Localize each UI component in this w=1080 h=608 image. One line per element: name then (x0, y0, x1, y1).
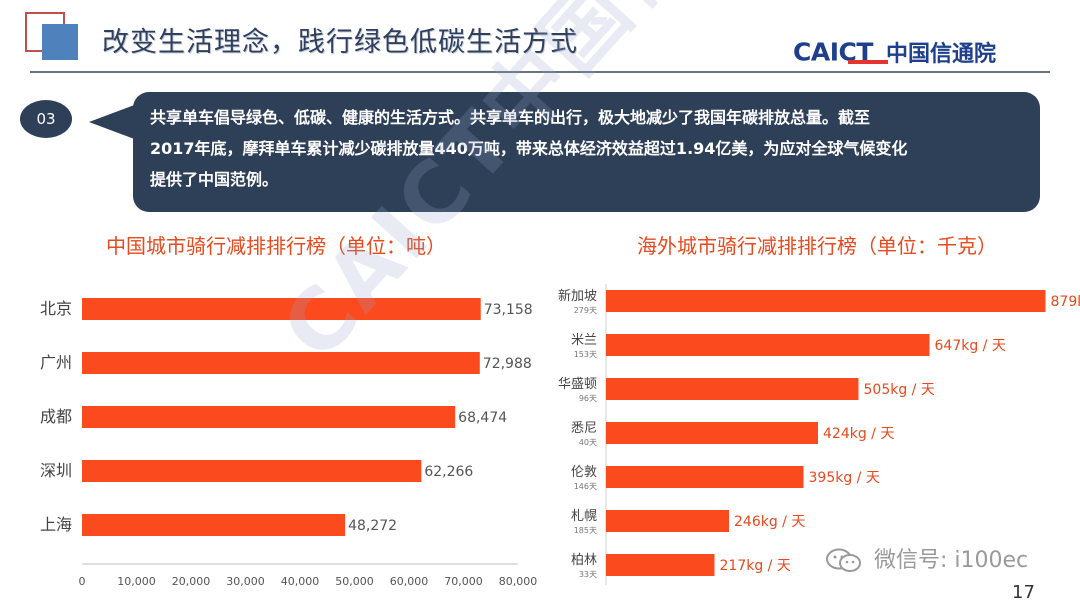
overseas-bar-5 (606, 466, 804, 488)
china-x-tick-label: 70,000 (444, 575, 483, 588)
china-x-tick-label: 50,000 (335, 575, 374, 588)
china-x-tick-label: 0 (79, 575, 86, 588)
china-city-label: 广州 (40, 353, 72, 372)
wechat-account-text: 微信号: i100ec (874, 548, 1029, 573)
slide-title: 改变生活理念，践行绿色低碳生活方式 (102, 27, 578, 58)
overseas-city-label: 新加坡 (558, 288, 597, 304)
china-bar-4 (82, 460, 422, 482)
callout-line: 提供了中国范例。 (150, 170, 279, 189)
page-number: 17 (1012, 582, 1035, 603)
china-bar-value-label: 62,266 (424, 464, 473, 480)
china-city-label: 上海 (40, 515, 72, 534)
china-x-tick-label: 60,000 (390, 575, 429, 588)
caict-logo: CAICT 中国信通院 (793, 36, 996, 68)
overseas-bar-7 (606, 554, 715, 576)
overseas-bar-3 (606, 378, 859, 400)
overseas-chart-title: 海外城市骑行减排排行榜（单位：千克） (637, 234, 997, 258)
overseas-bar-1 (606, 290, 1046, 312)
overseas-city-label: 札幌 (571, 508, 597, 524)
overseas-city-days-label: 40天 (579, 438, 597, 447)
china-bar-value-label: 48,272 (348, 518, 397, 534)
china-x-tick-label: 40,000 (281, 575, 320, 588)
overseas-bar-2 (606, 334, 930, 356)
wechat-account-tag: 微信号: i100ec (825, 542, 1028, 574)
china-city-label: 成都 (40, 407, 72, 426)
china-x-tick-label: 10,000 (117, 575, 156, 588)
china-bar-3 (82, 406, 456, 428)
title-divider (30, 71, 1050, 73)
overseas-bar-value-label: 246kg / 天 (734, 514, 805, 530)
overseas-city-label: 柏林 (571, 553, 597, 568)
overseas-city-label: 伦敦 (571, 464, 597, 480)
china-bar-5 (82, 514, 346, 536)
china-x-tick-label: 20,000 (172, 575, 211, 588)
logo-chinese-text: 中国信通院 (886, 42, 997, 67)
china-bar-value-label: 73,158 (484, 302, 533, 318)
overseas-bar-value-label: 217kg / 天 (720, 558, 791, 574)
china-city-label: 北京 (40, 299, 72, 318)
overseas-bar-6 (606, 510, 729, 532)
overseas-bar-value-label: 424kg / 天 (823, 426, 894, 442)
callout-line: 共享单车倡导绿色、低碳、健康的生活方式。共享单车的出行，极大地减少了我国年碳排放… (150, 108, 871, 127)
china-bar-value-label: 72,988 (483, 356, 532, 372)
overseas-city-days-label: 33天 (579, 570, 597, 579)
title-decoration-square (42, 24, 78, 60)
overseas-city-label: 米兰 (571, 333, 597, 348)
china-chart-title: 中国城市骑行减排排行榜（单位：吨） (106, 234, 446, 258)
summary-callout: 共享单车倡导绿色、低碳、健康的生活方式。共享单车的出行，极大地减少了我国年碳排放… (133, 92, 1040, 212)
overseas-city-label: 悉尼 (571, 421, 597, 436)
wechat-icon (826, 548, 861, 572)
china-x-tick-label: 80,000 (499, 575, 538, 588)
china-bar-2 (82, 352, 480, 374)
overseas-bar-value-label: 647kg / 天 (935, 338, 1006, 354)
overseas-bar-value-label: 395kg / 天 (809, 470, 880, 486)
overseas-city-days-label: 96天 (579, 394, 597, 403)
overseas-bar-value-label: 879kg / 天 (1051, 294, 1080, 310)
china-bar-value-label: 68,474 (458, 410, 507, 426)
overseas-bar-4 (606, 422, 818, 444)
china-city-chart: 北京 73,158 广州 72,988 成都 68,474 深圳 62,266 上海 48,272… (40, 298, 538, 588)
logo-accent-bar (848, 60, 888, 64)
step-number-badge: 03 (20, 100, 72, 138)
callout-pointer (89, 104, 137, 140)
overseas-city-days-label: 153天 (574, 350, 597, 359)
overseas-city-days-label: 279天 (574, 306, 597, 315)
china-city-label: 深圳 (40, 461, 72, 480)
china-bar-1 (82, 298, 481, 320)
callout-line: 2017年底，摩拜单车累计减少碳排放量440万吨，带来总体经济效益超过1.94亿… (150, 139, 908, 158)
overseas-city-days-label: 185天 (574, 526, 597, 535)
overseas-bar-value-label: 505kg / 天 (864, 382, 935, 398)
overseas-city-label: 华盛顿 (558, 377, 597, 392)
china-x-tick-label: 30,000 (226, 575, 265, 588)
overseas-city-days-label: 146天 (574, 482, 597, 491)
